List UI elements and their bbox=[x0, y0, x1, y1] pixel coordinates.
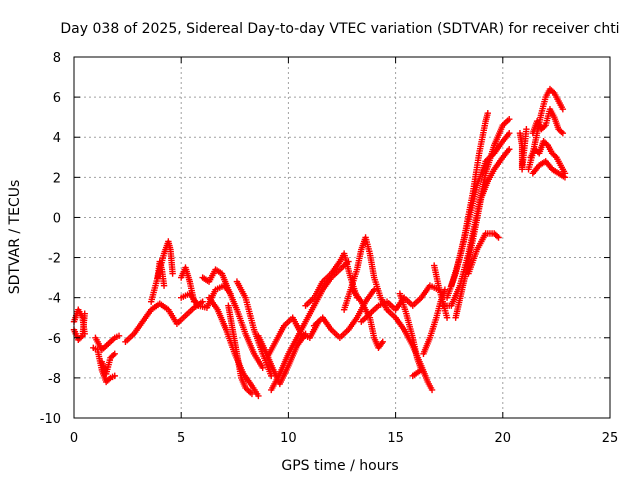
data-point bbox=[81, 310, 88, 317]
data-point bbox=[559, 105, 567, 113]
series-track-m bbox=[225, 302, 256, 398]
data-point bbox=[190, 298, 198, 305]
data-point bbox=[248, 390, 256, 398]
series-track-f bbox=[122, 298, 206, 345]
data-point bbox=[255, 392, 262, 400]
x-tick-label: 5 bbox=[177, 431, 185, 446]
data-point bbox=[561, 174, 569, 181]
data-point bbox=[523, 126, 530, 133]
data-point bbox=[370, 286, 378, 293]
data-point bbox=[105, 376, 113, 383]
x-axis-label: GPS time / hours bbox=[281, 458, 398, 474]
series-track-h bbox=[154, 258, 168, 289]
x-tick-label: 25 bbox=[602, 431, 619, 446]
data-point bbox=[428, 386, 436, 394]
y-axis-label: SDTVAR / TECUs bbox=[7, 180, 23, 295]
data-point bbox=[379, 338, 386, 345]
data-point bbox=[111, 372, 118, 380]
data-point bbox=[543, 140, 550, 148]
data-point bbox=[506, 130, 513, 137]
data-point bbox=[541, 123, 548, 130]
series-track-s bbox=[310, 286, 378, 341]
data-point bbox=[115, 332, 123, 339]
data-point bbox=[259, 364, 266, 372]
series-track-q bbox=[268, 258, 352, 394]
y-tick-label: 8 bbox=[53, 51, 61, 66]
y-tick-label: -6 bbox=[48, 332, 61, 347]
data-point bbox=[506, 146, 513, 153]
y-tick-label: -2 bbox=[48, 252, 61, 267]
series-track-ac bbox=[452, 146, 513, 321]
series-track-ad bbox=[443, 109, 491, 301]
y-tick-label: -4 bbox=[48, 292, 61, 307]
y-tick-label: -8 bbox=[48, 372, 61, 387]
y-tick-label: 0 bbox=[53, 211, 61, 226]
data-point bbox=[409, 372, 416, 380]
plot-frame bbox=[73, 56, 611, 419]
x-tick-label: 0 bbox=[70, 431, 78, 446]
x-tick-label: 15 bbox=[387, 431, 404, 446]
data-point bbox=[443, 314, 451, 321]
series-track-x bbox=[396, 290, 425, 380]
series-track-d bbox=[92, 332, 123, 354]
data-point bbox=[495, 234, 502, 241]
data-point bbox=[558, 128, 565, 136]
series-track-j bbox=[178, 264, 198, 305]
x-tick-labels: 0 5 10 15 20 25 bbox=[70, 431, 618, 446]
series-track-p bbox=[263, 314, 322, 362]
chart-title: Day 038 of 2025, Sidereal Day-to-day VTE… bbox=[60, 21, 619, 37]
data-point bbox=[551, 152, 559, 160]
grid-lines bbox=[74, 57, 610, 418]
series-track-aj bbox=[529, 158, 569, 181]
data-point bbox=[506, 115, 513, 123]
data-point bbox=[111, 350, 118, 358]
data-point bbox=[549, 88, 557, 95]
series-track-af bbox=[516, 126, 530, 173]
y-tick-label: -10 bbox=[40, 412, 61, 427]
data-point bbox=[493, 232, 501, 240]
data-point bbox=[169, 270, 176, 277]
data-point bbox=[484, 109, 491, 117]
data-markers bbox=[70, 85, 569, 400]
axis-ticks bbox=[73, 56, 611, 419]
y-tick-label: 2 bbox=[53, 171, 61, 186]
data-point bbox=[110, 351, 117, 359]
data-point bbox=[559, 130, 567, 137]
x-tick-label: 20 bbox=[495, 431, 512, 446]
series-track-e bbox=[98, 350, 118, 378]
series-track-k bbox=[199, 266, 266, 372]
series-track-w bbox=[383, 306, 436, 394]
series-track-ai bbox=[527, 138, 569, 177]
y-tick-label: 4 bbox=[53, 131, 61, 146]
data-point bbox=[77, 333, 85, 341]
y-tick-labels: -10 -8 -6 -4 -2 0 2 4 6 8 bbox=[40, 51, 61, 427]
x-tick-label: 10 bbox=[280, 431, 297, 446]
data-point bbox=[160, 282, 168, 289]
series-track-ah bbox=[529, 105, 567, 137]
series-track-ae bbox=[465, 230, 502, 277]
y-tick-label: 6 bbox=[53, 91, 61, 106]
